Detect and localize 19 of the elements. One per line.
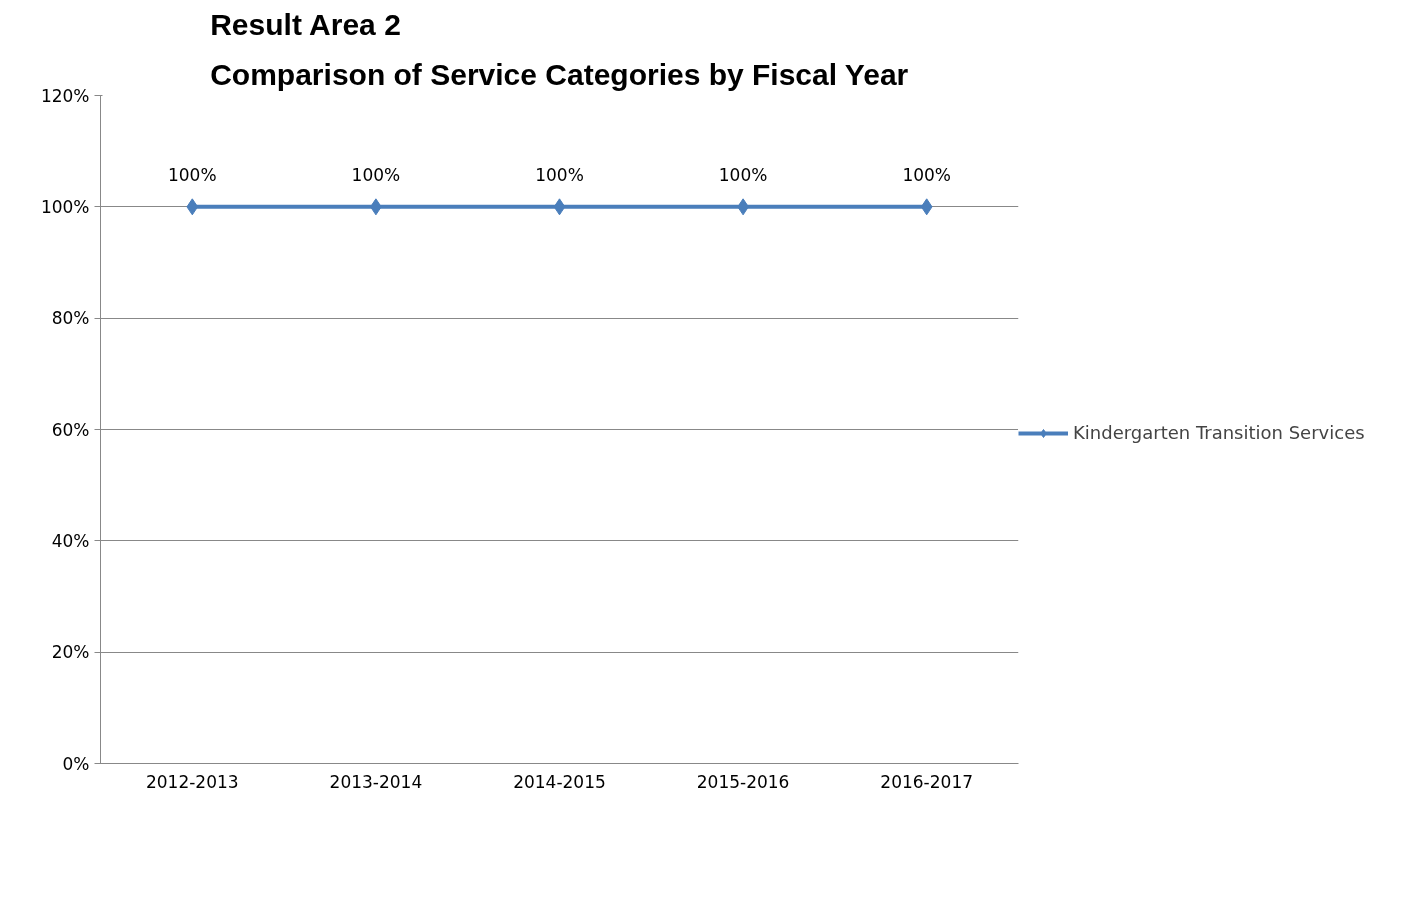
x-tick-label: 2015-2016 xyxy=(696,771,790,792)
x-tick-label: 2013-2014 xyxy=(329,771,423,792)
data-label: 100% xyxy=(902,164,952,185)
y-tick-label: 100% xyxy=(40,196,90,217)
y-tick-label: 20% xyxy=(51,642,90,663)
x-tick-label: 2016-2017 xyxy=(880,771,974,792)
chart-title: Result Area 2 Comparison of Service Categories by Fiscal Year xyxy=(210,8,909,91)
data-label: 100% xyxy=(535,164,584,185)
data-label: 100% xyxy=(718,164,768,185)
data-label: 100% xyxy=(168,164,217,185)
data-label: 100% xyxy=(351,164,401,185)
legend-label: Kindergarten Transition Services xyxy=(1073,422,1365,443)
y-tick-label: 60% xyxy=(51,419,90,440)
x-tick-label: 2014-2015 xyxy=(513,771,606,792)
y-tick-label: 40% xyxy=(51,530,90,551)
y-tick-label: 80% xyxy=(51,308,90,329)
x-tick-label: 2012-2013 xyxy=(145,771,239,792)
y-tick-label: 0% xyxy=(62,753,90,774)
y-tick-label: 120% xyxy=(40,85,90,106)
